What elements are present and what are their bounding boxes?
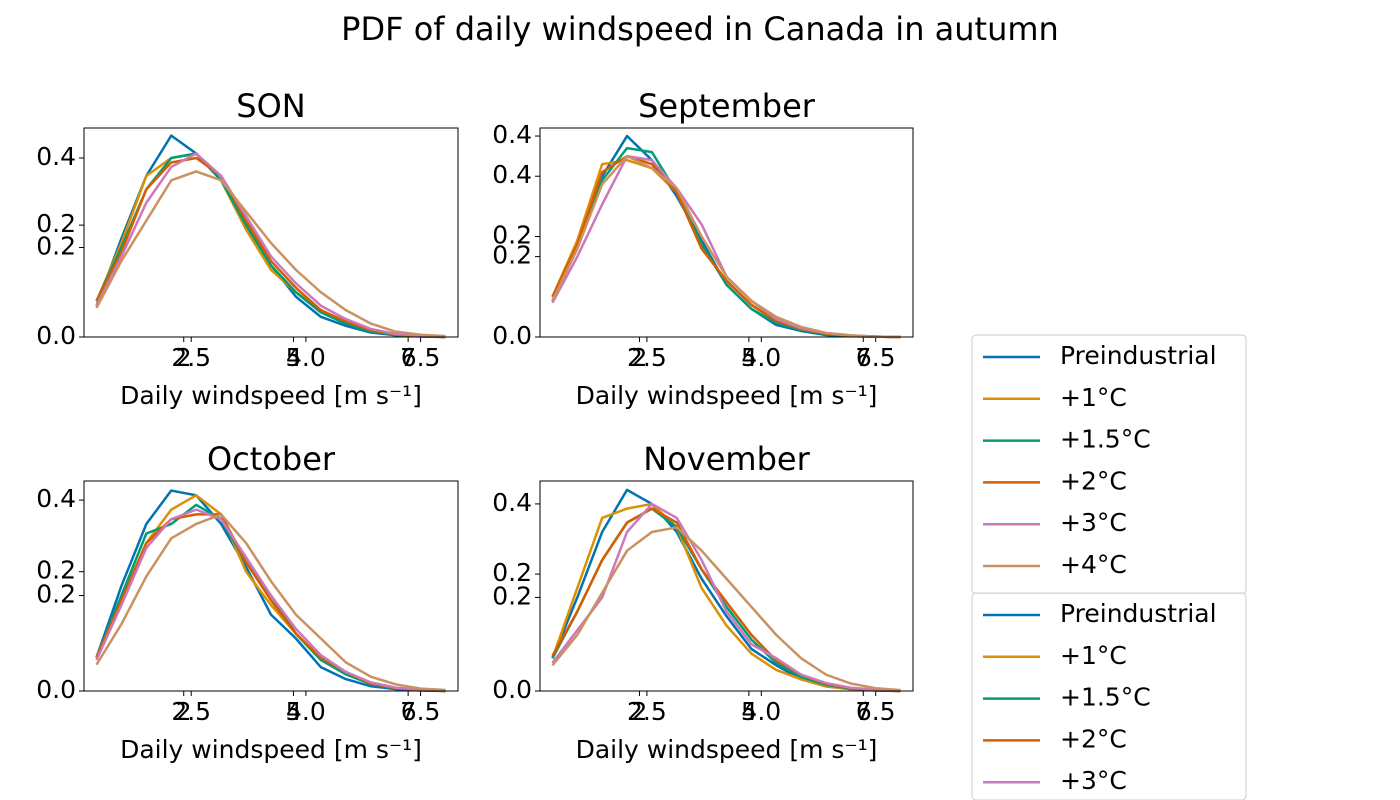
x-tick-label: 2 — [176, 697, 192, 726]
x-tick-label: 2 — [632, 697, 648, 726]
x-tick-label: 2 — [176, 343, 192, 372]
y-tick-label: 0.4 — [492, 488, 532, 517]
y-tick-label: 0.0 — [492, 675, 532, 704]
subplot-title: October — [207, 440, 336, 478]
y-tick-label: 0.4 — [492, 160, 532, 189]
series-line — [551, 502, 901, 692]
legend-label: +4°C — [1060, 550, 1127, 579]
x-tick-label: 5 — [741, 697, 757, 726]
series-line — [551, 507, 901, 693]
axes-frame — [539, 480, 914, 692]
legend-label: +1°C — [1060, 641, 1127, 670]
x-tick-label: 6.5 — [856, 697, 896, 726]
x-tick-label: 5 — [285, 697, 301, 726]
series-line — [95, 152, 446, 338]
y-tick-label: 0.4 — [36, 142, 76, 171]
series-line — [95, 489, 446, 693]
y-tick-label: 0.2 — [492, 558, 532, 587]
series-line — [95, 503, 446, 693]
legend-label: +1°C — [1060, 383, 1127, 412]
legend-label: +3°C — [1060, 766, 1127, 795]
subplot-title: November — [643, 440, 810, 478]
legend-label: Preindustrial — [1060, 599, 1217, 628]
series-line — [95, 156, 446, 339]
series-line — [95, 152, 446, 339]
x-tick-label: 4.0 — [741, 697, 781, 726]
axes-frame — [539, 127, 914, 338]
y-tick-label: 0.0 — [492, 321, 532, 350]
x-tick-label: 4.0 — [286, 697, 326, 726]
legend-label: +3°C — [1060, 508, 1127, 537]
y-tick-label: 0.2 — [36, 580, 76, 609]
series-line — [95, 513, 446, 693]
x-tick-label: 2.5 — [627, 343, 667, 372]
x-tick-label: 6.5 — [856, 343, 896, 372]
y-tick-label: 0.2 — [492, 581, 532, 610]
x-tick-label: 5 — [741, 343, 757, 372]
y-tick-label: 0.2 — [36, 556, 76, 585]
y-tick-label: 0.2 — [492, 221, 532, 250]
legend-label: +2°C — [1060, 724, 1127, 753]
legend-label: Preindustrial — [1060, 341, 1217, 370]
y-tick-label: 0.2 — [36, 209, 76, 238]
x-tick-label: 7 — [400, 697, 416, 726]
axes-frame — [83, 480, 459, 692]
series-line — [551, 526, 901, 692]
figure-title: PDF of daily windspeed in Canada in autu… — [341, 10, 1059, 48]
series-line — [551, 146, 901, 339]
x-tick-label: 7 — [855, 343, 871, 372]
series-line — [95, 494, 446, 693]
x-axis-label: Daily windspeed [m s⁻¹] — [576, 381, 878, 410]
x-tick-label: 4.0 — [286, 343, 326, 372]
legend-label: +2°C — [1060, 466, 1127, 495]
x-tick-label: 4.0 — [741, 343, 781, 372]
legend-box — [971, 592, 1247, 800]
y-tick-label: 0.4 — [492, 120, 532, 149]
axes-frame — [83, 127, 459, 338]
y-tick-label: 0.4 — [36, 484, 76, 513]
series-line — [551, 507, 901, 693]
x-axis-label: Daily windspeed [m s⁻¹] — [576, 735, 878, 764]
x-axis-label: Daily windspeed [m s⁻¹] — [120, 381, 422, 410]
x-tick-label: 6.5 — [401, 343, 441, 372]
series-line — [95, 152, 446, 339]
legend-label: +1.5°C — [1060, 683, 1151, 712]
y-tick-label: 0.0 — [36, 321, 76, 350]
series-line — [95, 170, 446, 338]
series-line — [551, 502, 901, 693]
y-tick-label: 0.2 — [36, 231, 76, 260]
x-tick-label: 2.5 — [627, 697, 667, 726]
x-tick-label: 6.5 — [401, 697, 441, 726]
subplot-title: September — [638, 87, 816, 125]
subplot-title: SON — [236, 87, 305, 125]
series-line — [551, 134, 901, 339]
x-axis-label: Daily windspeed [m s⁻¹] — [120, 735, 422, 764]
x-tick-label: 2.5 — [171, 697, 211, 726]
series-line — [95, 508, 446, 692]
x-tick-label: 7 — [855, 697, 871, 726]
series-line — [551, 154, 901, 339]
x-tick-label: 7 — [400, 343, 416, 372]
x-tick-label: 5 — [285, 343, 301, 372]
x-tick-label: 2 — [632, 343, 648, 372]
series-line — [551, 158, 901, 339]
series-line — [95, 134, 446, 339]
legend-label: +1.5°C — [1060, 425, 1151, 454]
series-line — [95, 513, 446, 692]
y-tick-label: 0.0 — [36, 675, 76, 704]
y-tick-label: 0.2 — [492, 241, 532, 270]
x-tick-label: 2.5 — [171, 343, 211, 372]
